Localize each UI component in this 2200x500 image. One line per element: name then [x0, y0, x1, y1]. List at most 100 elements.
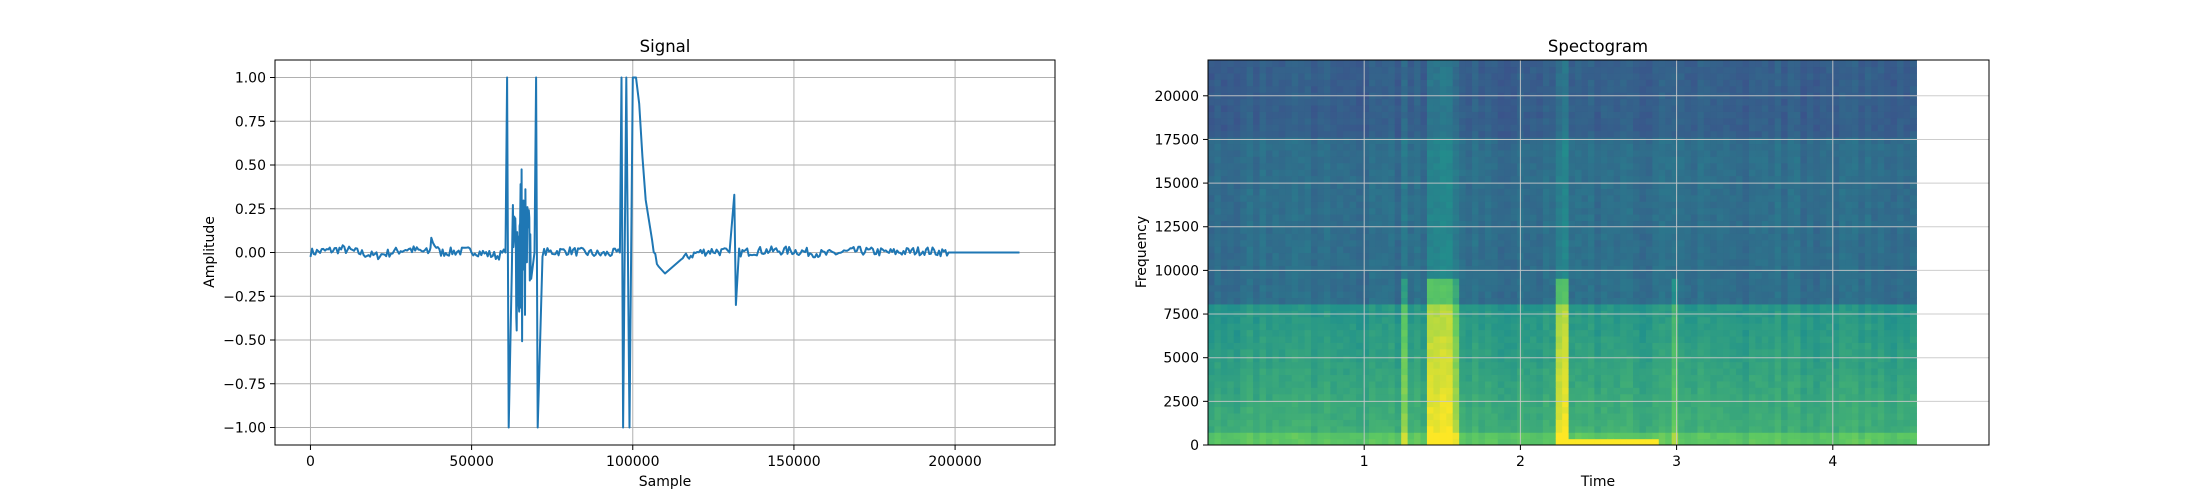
spectrogram-cell: [1729, 117, 1737, 125]
spectrogram-cell: [1581, 412, 1589, 420]
spectrogram-cell: [1272, 130, 1280, 138]
spectrogram-cell: [1504, 284, 1512, 292]
spectrogram-cell: [1336, 400, 1344, 408]
spectrogram-cell: [1594, 233, 1602, 241]
spectrogram-cell: [1658, 374, 1666, 382]
spectrogram-cell: [1607, 111, 1615, 119]
spectrogram-cell: [1426, 239, 1434, 247]
spectrogram-cell: [1690, 66, 1699, 74]
spectrogram-cell: [1227, 342, 1235, 350]
spectrogram-cell: [1626, 117, 1634, 125]
spectrogram-cell: [1529, 175, 1538, 183]
spectrogram-cell: [1633, 368, 1641, 376]
spectrogram-cell: [1607, 284, 1615, 292]
spectrogram-cell: [1343, 214, 1351, 222]
spectrogram-cell: [1388, 342, 1396, 350]
spectrogram-cell: [1594, 194, 1602, 202]
spectrogram-cell: [1285, 188, 1293, 196]
spectrogram-cell: [1684, 207, 1692, 215]
spectrogram-cell: [1272, 85, 1280, 93]
spectrogram-cell: [1233, 425, 1241, 433]
spectrogram-cell: [1581, 374, 1589, 382]
spectrogram-cell: [1336, 85, 1344, 93]
spectrogram-cell: [1439, 239, 1447, 247]
spectrogram-cell: [1375, 368, 1383, 376]
spectrogram-cell: [1549, 130, 1557, 138]
spectrogram-cell: [1388, 60, 1396, 68]
spectrogram-cell: [1633, 323, 1641, 331]
spectrogram-cell: [1665, 201, 1673, 209]
spectrogram-cell: [1484, 284, 1492, 292]
spectrogram-cell: [1265, 425, 1273, 433]
spectrogram-cell: [1291, 85, 1299, 93]
spectrogram-cell: [1497, 149, 1505, 157]
spectrogram-cell: [1478, 188, 1486, 196]
spectrogram-cell: [1426, 220, 1434, 228]
spectrogram-cell: [1420, 79, 1428, 87]
spectrogram-cell: [1626, 162, 1634, 170]
spectrogram-cell: [1278, 316, 1286, 324]
spectrogram-cell: [1633, 348, 1641, 356]
spectrogram-cell: [1208, 323, 1216, 331]
spectrogram-cell: [1645, 291, 1653, 299]
spectrogram-cell: [1426, 406, 1434, 414]
spectrogram-cell: [1311, 412, 1319, 420]
spectrogram-cell: [1703, 278, 1711, 286]
spectrogram-cell: [1484, 220, 1492, 228]
spectrogram-cell: [1439, 117, 1447, 125]
spectrogram-cell: [1433, 220, 1441, 228]
spectrogram-cell: [1652, 291, 1660, 299]
spectrogram-cell: [1336, 98, 1344, 106]
spectrogram-cell: [1472, 316, 1480, 324]
spectrogram-cell: [1388, 233, 1396, 241]
spectrogram-cell: [1497, 406, 1505, 414]
spectrogram-cell: [1665, 291, 1673, 299]
spectrogram-cell: [1356, 60, 1364, 68]
spectrogram-cell: [1542, 432, 1550, 440]
spectrogram-cell: [1697, 329, 1705, 337]
spectrogram-cell: [1246, 329, 1254, 337]
spectrogram-cell: [1452, 143, 1460, 151]
spectrogram-cell: [1542, 137, 1550, 145]
spectrogram-cell: [1497, 348, 1505, 356]
spectrogram-cell: [1265, 355, 1273, 363]
spectrogram-cell: [1388, 162, 1396, 170]
spectrogram-cell: [1568, 169, 1576, 177]
spectrogram-cell: [1446, 66, 1454, 74]
spectrogram-cell: [1678, 252, 1686, 260]
spectrogram-cell: [1446, 355, 1454, 363]
spectrogram-cell: [1388, 329, 1396, 337]
spectrogram-cell: [1600, 265, 1608, 273]
spectrogram-cell: [1375, 214, 1383, 222]
spectrogram-cell: [1233, 316, 1241, 324]
spectrogram-cell: [1459, 368, 1467, 376]
spectrogram-cell: [1472, 149, 1480, 157]
spectrogram-cell: [1407, 149, 1415, 157]
spectrogram-cell: [1291, 137, 1299, 145]
spectrogram-cell: [1227, 393, 1235, 401]
spectrogram-cell: [1375, 117, 1383, 125]
spectrogram-cell: [1729, 432, 1737, 440]
spectrogram-cell: [1439, 220, 1447, 228]
spectrogram-cell: [1484, 98, 1492, 106]
spectrogram-cell: [1652, 239, 1660, 247]
spectrogram-cell: [1259, 419, 1267, 427]
spectrogram-cell: [1349, 60, 1357, 68]
spectrogram-cell: [1639, 239, 1647, 247]
spectrogram-cell: [1658, 284, 1666, 292]
spectrogram-cell: [1613, 406, 1621, 414]
spectrogram-cell: [1233, 323, 1241, 331]
spectrogram-cell: [1330, 111, 1338, 119]
spectrogram-cell: [1703, 207, 1711, 215]
spectrogram-cell: [1504, 104, 1512, 112]
spectrogram-cell: [1729, 214, 1737, 222]
spectrogram-cell: [1208, 175, 1216, 183]
spectrogram-cell: [1697, 387, 1705, 395]
spectrogram-cell: [1214, 124, 1222, 132]
spectrogram-cell: [1375, 79, 1383, 87]
spectrogram-cell: [1272, 303, 1280, 311]
spectrogram-cell: [1652, 201, 1660, 209]
spectrogram-cell: [1388, 271, 1396, 279]
spectrogram-cell: [1497, 98, 1505, 106]
spectrogram-cell: [1645, 98, 1653, 106]
